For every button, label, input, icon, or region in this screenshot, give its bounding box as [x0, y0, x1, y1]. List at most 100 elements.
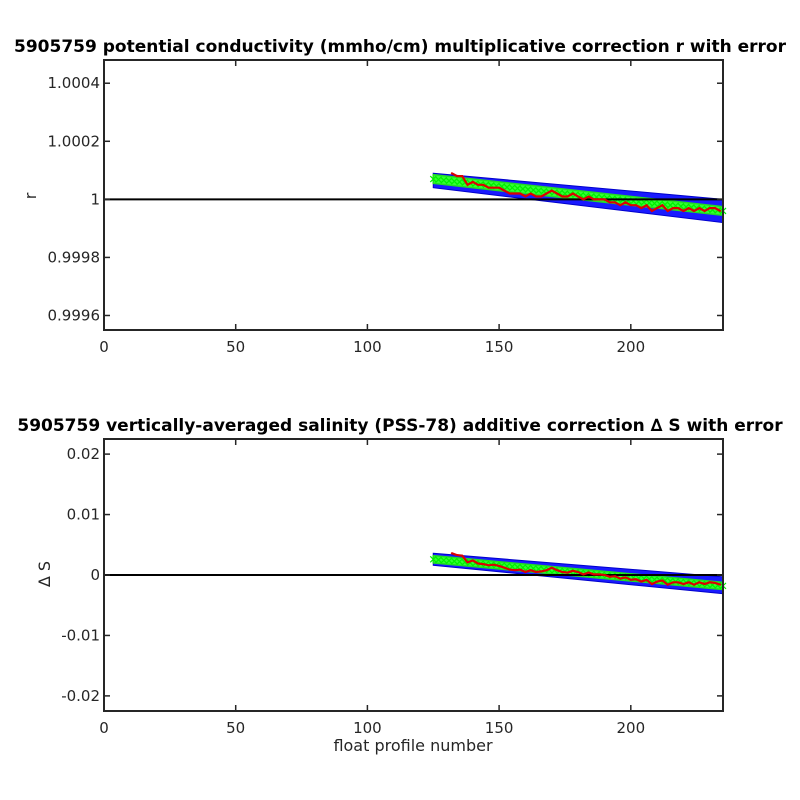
data-point	[614, 201, 616, 204]
data-point	[593, 198, 595, 201]
data-point	[535, 195, 537, 198]
y-tick-label: -0.02	[61, 687, 100, 705]
data-point	[566, 571, 569, 574]
y-tick-label: 0	[90, 566, 100, 584]
x-tick-label: 150	[485, 338, 514, 356]
data-point	[456, 175, 458, 178]
data-point	[461, 554, 464, 557]
x-tick-label: 100	[353, 719, 382, 737]
data-point	[682, 210, 685, 212]
data-point	[466, 183, 469, 186]
data-point	[635, 204, 637, 207]
data-point	[456, 554, 458, 556]
data-point	[545, 569, 548, 572]
data-point	[603, 574, 606, 576]
data-point	[529, 192, 532, 195]
data-point	[524, 571, 527, 573]
data-point	[608, 201, 611, 204]
data-point	[693, 210, 695, 212]
y-tick-label: 0.9998	[48, 248, 101, 266]
data-point	[677, 581, 680, 584]
data-point	[529, 569, 532, 572]
data-point	[661, 579, 664, 582]
data-point	[572, 569, 574, 572]
data-point	[635, 578, 637, 581]
y-tick-label: 1.0004	[48, 74, 101, 92]
data-point	[651, 210, 653, 212]
data-point	[656, 580, 658, 583]
data-point	[640, 207, 643, 210]
salinity-correction-panel: 5905759 vertically-averaged salinity (PS…	[17, 416, 783, 755]
data-point	[540, 570, 543, 573]
data-point	[498, 565, 500, 567]
x-tick-label: 50	[226, 338, 245, 356]
data-point	[651, 583, 653, 585]
data-point	[556, 192, 558, 195]
y-tick-label: -0.01	[61, 626, 100, 644]
data-point	[698, 207, 701, 210]
data-point	[619, 577, 622, 580]
data-point	[556, 569, 558, 572]
data-point	[645, 204, 648, 207]
data-series-line	[451, 552, 721, 586]
data-point	[524, 195, 527, 198]
data-point	[645, 578, 648, 581]
data-point	[703, 583, 706, 585]
data-point	[477, 183, 479, 186]
y-tick-label: 0.02	[67, 445, 100, 463]
data-point	[608, 575, 611, 578]
x-tick-label: 100	[353, 338, 382, 356]
data-point	[687, 581, 690, 584]
data-point	[519, 568, 522, 571]
x-tick-label: 150	[485, 719, 514, 737]
data-point	[492, 186, 495, 189]
data-point	[582, 198, 585, 201]
x-tick-label: 0	[99, 338, 109, 356]
x-axis-label: float profile number	[333, 736, 493, 755]
data-point	[666, 210, 669, 212]
data-point	[487, 564, 490, 567]
data-point	[672, 581, 674, 584]
data-point	[503, 189, 506, 192]
data-point	[572, 192, 574, 195]
data-point	[672, 207, 674, 210]
y-tick-label: 1	[90, 190, 100, 208]
chart-title: 5905759 vertically-averaged salinity (PS…	[17, 416, 783, 436]
y-tick-label: 1.0002	[48, 132, 101, 150]
data-point	[508, 568, 511, 571]
x-tick-label: 200	[616, 338, 645, 356]
data-point	[714, 207, 716, 210]
data-point	[482, 183, 485, 186]
data-point	[587, 571, 590, 574]
data-point	[450, 552, 453, 555]
data-point	[508, 192, 511, 195]
data-point	[577, 571, 579, 573]
data-point	[598, 573, 601, 576]
y-tick-label: 0.01	[67, 506, 100, 524]
data-point	[714, 582, 716, 584]
data-point	[666, 583, 669, 586]
conductivity-correction-panel: 5905759 potential conductivity (mmho/cm)…	[14, 37, 787, 356]
data-point	[492, 563, 495, 566]
y-tick-label: 0.9996	[48, 306, 101, 324]
data-point	[587, 195, 590, 198]
data-point	[461, 175, 464, 178]
data-point	[593, 573, 595, 576]
x-tick-label: 0	[99, 719, 109, 737]
y-axis-label: r	[21, 192, 40, 199]
data-point	[487, 186, 490, 189]
data-point	[629, 578, 632, 581]
data-point	[535, 571, 537, 573]
data-series-line	[451, 172, 721, 213]
data-point	[561, 571, 564, 573]
data-point	[614, 575, 616, 578]
data-point	[698, 581, 701, 584]
x-tick-label: 50	[226, 719, 245, 737]
data-point	[561, 195, 564, 198]
data-point	[719, 583, 722, 586]
data-point	[677, 207, 680, 210]
x-tick-label: 200	[616, 719, 645, 737]
data-point	[687, 207, 690, 210]
data-point	[603, 198, 606, 201]
data-point	[540, 195, 543, 198]
